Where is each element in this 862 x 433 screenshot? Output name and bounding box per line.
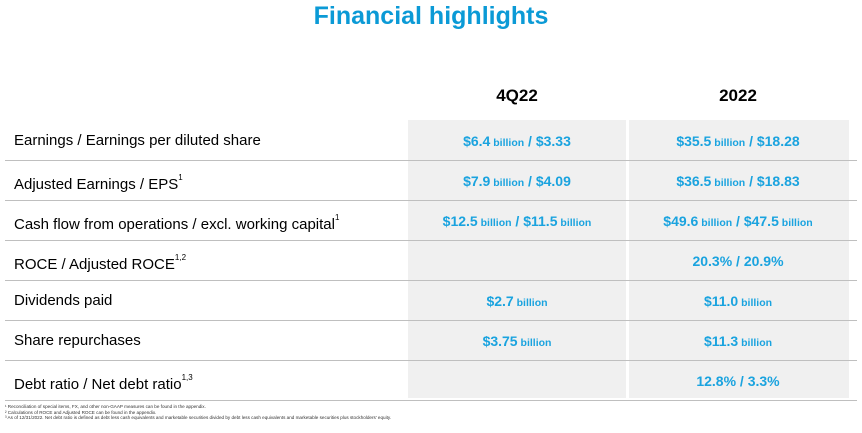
value-part: $3.75 xyxy=(482,333,518,349)
value-unit: billion xyxy=(517,337,552,349)
value-part: / xyxy=(511,213,524,229)
table-row: Adjusted Earnings / EPS1 $7.9 billion / $… xyxy=(0,161,862,201)
value-part: $6.4 xyxy=(463,133,491,149)
value-unit: billion xyxy=(711,137,746,149)
value-part: $35.5 xyxy=(676,133,712,149)
table-row: ROCE / Adjusted ROCE1,2 20.3% / 20.9% xyxy=(0,241,862,281)
row-label-text: Earnings / Earnings per diluted share xyxy=(14,132,261,149)
value-part: 20.3% xyxy=(692,253,733,269)
value-2022: $49.6 billion / $47.5 billion xyxy=(633,201,843,241)
column-header-2022: 2022 xyxy=(719,86,757,105)
row-label: Dividends paid xyxy=(14,281,112,321)
value-part: $11.3 xyxy=(703,333,739,349)
row-label-text: Debt ratio / Net debt ratio xyxy=(14,376,182,393)
value-part: / xyxy=(524,133,536,149)
value-part: / xyxy=(524,173,536,189)
row-label: Adjusted Earnings / EPS1 xyxy=(14,161,183,201)
value-unit: billion xyxy=(778,217,813,229)
value-part: / xyxy=(736,373,748,389)
value-unit: billion xyxy=(711,177,746,189)
row-label-text: ROCE / Adjusted ROCE xyxy=(14,256,175,273)
value-part: / xyxy=(732,253,744,269)
table-row: Dividends paid $2.7 billion $11.0 billion xyxy=(0,281,862,321)
value-part: $49.6 xyxy=(663,213,699,229)
value-unit: billion xyxy=(738,297,773,309)
value-part: $7.9 xyxy=(463,173,491,189)
column-header-4q22: 4Q22 xyxy=(496,86,538,105)
footnote: ³ As of 12/31/2022. Net debt ratio is de… xyxy=(5,415,392,421)
footnote: ¹ Reconciliation of special items, FX, a… xyxy=(5,404,206,409)
footnote: ² Calculations of ROCE and Adjusted ROCE… xyxy=(5,409,157,415)
table-row: Share repurchases $3.75 billion $11.3 bill… xyxy=(0,321,862,361)
shade-column-2022 xyxy=(629,120,849,398)
row-label-text: Dividends paid xyxy=(14,292,113,309)
value-4q22 xyxy=(412,241,622,281)
value-part: 12.8% xyxy=(696,373,737,389)
value-part: $36.5 xyxy=(676,173,712,189)
value-2022: 20.3% / 20.9% xyxy=(633,241,843,281)
value-2022: 12.8% / 3.3% xyxy=(633,361,843,401)
footnote-marker: 1,3 xyxy=(181,373,193,382)
value-2022: $36.5 billion / $18.83 xyxy=(633,161,843,201)
value-unit: billion xyxy=(557,217,592,229)
value-part: $3.33 xyxy=(535,133,571,149)
value-4q22 xyxy=(412,361,622,401)
value-part: 3.3% xyxy=(747,373,780,389)
value-part: $47.5 xyxy=(743,213,779,229)
table-row: Debt ratio / Net debt ratio1,3 12.8% / 3.… xyxy=(0,361,862,401)
footnote-marker: 1,2 xyxy=(174,253,187,262)
value-4q22: $2.7 billion xyxy=(412,281,622,321)
value-4q22: $6.4 billion / $3.33 xyxy=(412,121,622,161)
value-4q22: $3.75 billion xyxy=(412,321,622,361)
value-4q22: $7.9 billion / $4.09 xyxy=(412,161,622,201)
footnotes: ¹ Reconciliation of special items, FX, a… xyxy=(5,404,391,421)
value-part: 20.9% xyxy=(743,253,784,269)
value-part: $11.5 xyxy=(523,213,558,229)
value-unit: billion xyxy=(698,217,733,229)
value-unit: billion xyxy=(490,137,525,149)
row-label: Earnings / Earnings per diluted share xyxy=(14,121,261,161)
row-label: Debt ratio / Net debt ratio1,3 xyxy=(14,361,193,401)
value-2022: $11.0 billion xyxy=(633,281,843,321)
page-title: Financial highlights xyxy=(313,2,549,30)
value-unit: billion xyxy=(477,217,512,229)
row-label: ROCE / Adjusted ROCE1,2 xyxy=(14,241,186,281)
value-part: $18.28 xyxy=(756,133,800,149)
row-label: Share repurchases xyxy=(14,321,141,361)
value-part: $18.83 xyxy=(756,173,800,189)
shade-column-4q22 xyxy=(408,120,626,398)
value-unit: billion xyxy=(513,297,548,309)
row-label-text: Share repurchases xyxy=(14,332,141,349)
value-part: / xyxy=(732,213,744,229)
value-part: / xyxy=(745,173,757,189)
value-2022: $11.3 billion xyxy=(633,321,843,361)
value-part: $11.0 xyxy=(703,293,739,309)
value-unit: billion xyxy=(738,337,773,349)
table-row: Cash flow from operations / excl. workin… xyxy=(0,201,862,241)
value-unit: billion xyxy=(490,177,525,189)
value-2022: $35.5 billion / $18.28 xyxy=(633,121,843,161)
footnote-marker: 1 xyxy=(334,213,340,222)
value-4q22: $12.5 billion / $11.5 billion xyxy=(412,201,622,241)
value-part: / xyxy=(745,133,757,149)
row-label-text: Adjusted Earnings / EPS xyxy=(14,176,179,193)
footnote-marker: 1 xyxy=(178,173,183,182)
value-part: $2.7 xyxy=(486,293,514,309)
value-part: $4.09 xyxy=(535,173,571,189)
row-label: Cash flow from operations / excl. workin… xyxy=(14,201,339,241)
value-part: $12.5 xyxy=(442,213,478,229)
row-label-text: Cash flow from operations / excl. workin… xyxy=(14,216,335,233)
table-row: Earnings / Earnings per diluted share $6.… xyxy=(0,121,862,161)
